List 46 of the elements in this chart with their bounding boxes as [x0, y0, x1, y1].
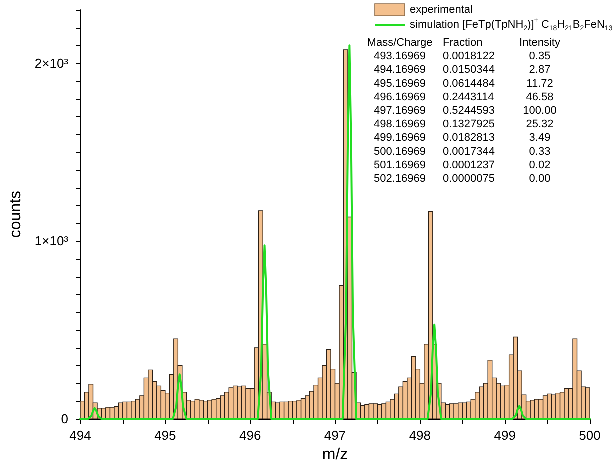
annotation: Fraction: [443, 37, 483, 49]
annotation: 0.5244593: [443, 105, 495, 117]
annotation: Mass/Charge: [367, 37, 433, 49]
x-tick-label: 495: [154, 428, 176, 444]
annotation: 500.16969: [374, 146, 426, 158]
x-tick-label: 500: [579, 428, 601, 444]
annotation: 0.0017344: [443, 146, 495, 158]
annotation: 502.16969: [374, 173, 426, 185]
annotation: 46.58: [526, 91, 554, 104]
y-axis-title: counts: [8, 190, 24, 238]
annotation: 0.0614484: [443, 78, 495, 90]
annotation: 11.72: [526, 78, 554, 90]
x-tick-label: 497: [324, 428, 346, 444]
y-tick-label: 1×10³: [34, 234, 70, 249]
annotation: 0.0000075: [443, 173, 495, 185]
annotation: 0.00: [529, 173, 551, 185]
annotation: 0.2443114: [443, 91, 494, 104]
annotation: 0.0018122: [443, 50, 495, 63]
y-tick-label: 0: [61, 412, 69, 427]
annotation: 0.1327925: [443, 118, 495, 131]
annotation: Intensity: [520, 37, 561, 49]
annotation: 501.16969: [374, 159, 426, 172]
annotation: 0.0001237: [443, 159, 495, 172]
annotation: 498.16969: [374, 118, 426, 131]
annotation: 2.87: [529, 64, 551, 76]
x-tick-label: 498: [409, 428, 432, 444]
annotation: 495.16969: [374, 78, 426, 90]
annotation: 0.0182813: [443, 132, 495, 144]
annotation: 497.16969: [374, 105, 426, 117]
y-tick-label: 2×10³: [34, 56, 70, 71]
annotation: 499.16969: [374, 132, 426, 144]
x-axis-title: m/z: [322, 446, 348, 464]
annotation: 494.16969: [374, 64, 426, 76]
annotation: 0.35: [529, 50, 551, 63]
x-tick-label: 496: [239, 428, 262, 444]
x-tick-label: 494: [70, 428, 92, 444]
annotation: 100.00: [523, 105, 557, 117]
legend-label: experimental: [410, 4, 473, 16]
annotation: 0.0150344: [443, 64, 495, 76]
annotation: 3.49: [529, 132, 551, 144]
annotation: 493.16969: [374, 50, 426, 63]
x-tick-label: 499: [494, 428, 516, 444]
annotation: 25.32: [526, 118, 554, 131]
annotation: 0.33: [529, 146, 551, 158]
annotation: 0.02: [529, 159, 551, 172]
annotation: 496.16969: [374, 91, 426, 104]
